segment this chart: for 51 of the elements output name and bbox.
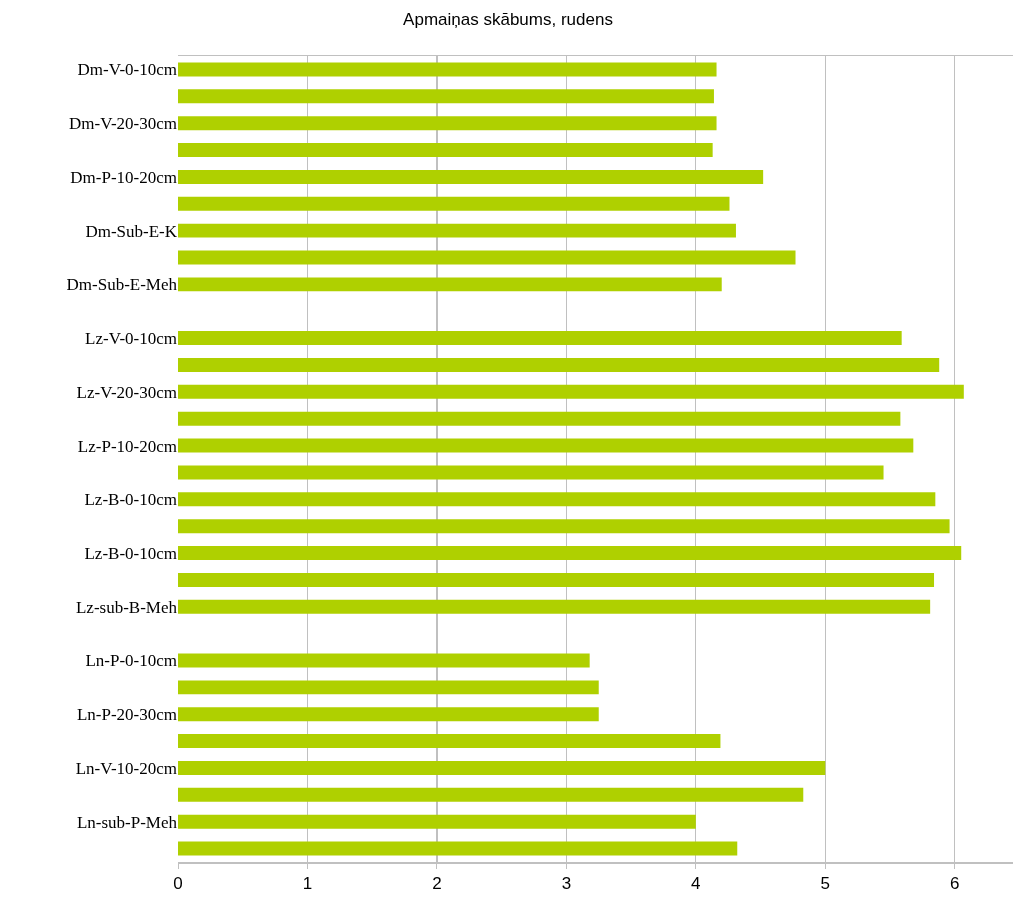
bar	[178, 787, 804, 802]
y-tick-label: Lz-B-0-10cm	[84, 543, 177, 563]
y-tick-label: Ln-P-20-30cm	[76, 705, 177, 725]
bar	[178, 572, 935, 587]
y-tick-label: Dm-Sub-E-Meh	[66, 275, 178, 295]
bar	[178, 196, 730, 211]
y-tick-label: Dm-Sub-E-K	[85, 221, 178, 241]
y-tick-label: Lz-P-10-20cm	[77, 436, 177, 456]
y-tick-label: Ln-P-0-10cm	[85, 651, 177, 671]
x-tick-label: 4	[691, 873, 701, 893]
bar	[178, 814, 696, 829]
y-tick-label: Ln-V-10-20cm	[75, 758, 177, 778]
bar	[178, 492, 936, 507]
bar	[178, 841, 738, 856]
bar	[178, 411, 901, 426]
y-tick-label: Lz-V-20-30cm	[76, 382, 177, 402]
y-tick-label: Dm-V-0-10cm	[77, 60, 177, 80]
bar	[178, 465, 884, 480]
bar	[178, 680, 599, 695]
bar	[178, 438, 914, 453]
bar	[178, 653, 590, 668]
bar	[178, 116, 717, 131]
bar	[178, 62, 717, 77]
bar	[178, 250, 796, 265]
bar	[178, 599, 931, 614]
x-tick-label: 0	[173, 873, 183, 893]
bar	[178, 277, 722, 292]
y-tick-label: Dm-P-10-20cm	[70, 167, 177, 187]
bar	[178, 331, 902, 346]
bar	[178, 546, 962, 561]
x-tick-label: 3	[561, 873, 572, 893]
bar	[178, 734, 721, 749]
bar	[178, 223, 736, 238]
y-tick-label: Dm-V-20-30cm	[69, 114, 177, 134]
y-tick-label: Ln-sub-P-Meh	[76, 812, 178, 832]
y-tick-label: Lz-sub-B-Meh	[75, 597, 178, 617]
bar	[178, 707, 599, 722]
bar	[178, 357, 940, 372]
y-tick-label: Lz-V-0-10cm	[85, 329, 177, 349]
x-tick-label: 1	[302, 873, 313, 893]
bar	[178, 143, 713, 158]
bar	[178, 169, 764, 184]
bar	[178, 760, 826, 775]
chart-title: Apmaiņas skābums, rudens	[403, 10, 613, 30]
x-tick-label: 2	[432, 873, 442, 893]
y-tick-label: Lz-B-0-10cm	[84, 490, 177, 510]
bar	[178, 89, 714, 104]
bar	[178, 519, 950, 534]
x-tick-label: 5	[820, 873, 831, 893]
bar	[178, 384, 964, 399]
x-tick-label: 6	[950, 873, 960, 893]
